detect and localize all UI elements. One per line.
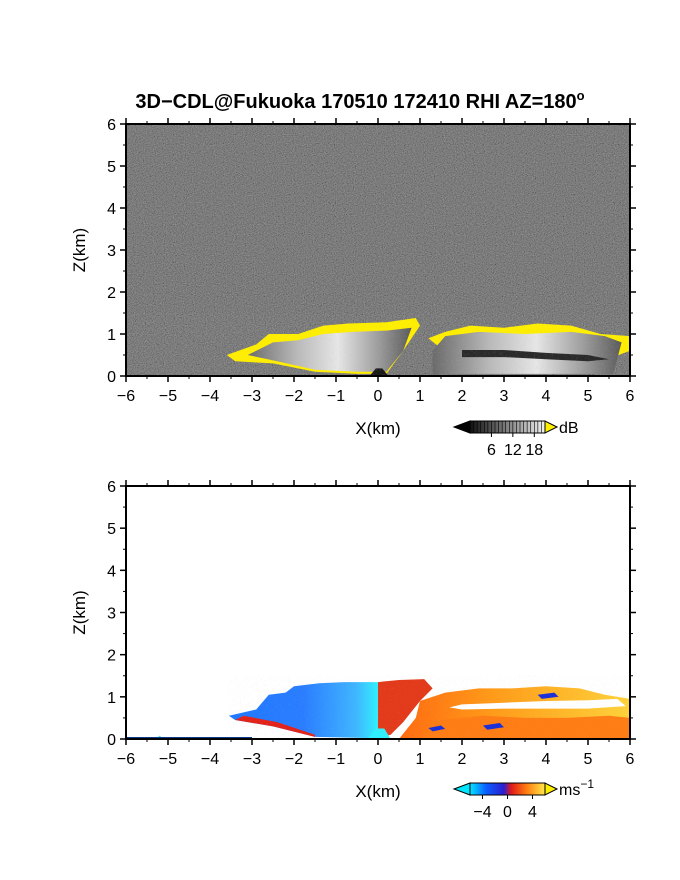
x-tick-label: 4: [542, 388, 551, 405]
x-tick-label: −1: [327, 751, 345, 768]
x-tick-label: 0: [374, 388, 383, 405]
x-tick-label: 1: [416, 388, 425, 405]
x-tick-label: −3: [243, 751, 261, 768]
colorbar-bar: [469, 782, 546, 796]
y-tick-label: 1: [107, 690, 116, 707]
y-tick-label: 5: [107, 521, 116, 538]
colorbar-tick-label: 6: [487, 442, 496, 459]
snr-echo-layer: [126, 313, 630, 376]
colorbar-over-arrow: [544, 420, 559, 434]
y-tick-label: 3: [107, 243, 116, 260]
x-tick-label: −6: [117, 751, 135, 768]
colorbar-unit-text: dB: [559, 420, 579, 437]
colorbar-tick-label: 0: [503, 804, 512, 821]
colorbar-tick-label: 18: [525, 442, 543, 459]
colorbar-unit-text: ms: [559, 782, 580, 799]
x-tick-label: 3: [500, 388, 509, 405]
colorbar-tick-label: 4: [528, 804, 537, 821]
snr-colorbar: dB 6 12 18: [452, 420, 579, 459]
x-tick-label: 0: [374, 751, 383, 768]
x-tick-label: −3: [243, 388, 261, 405]
y-tick-label: 0: [107, 369, 116, 386]
colorbar-over-arrow: [544, 782, 559, 796]
velocity-ylabel: Z(km): [70, 590, 89, 634]
colorbar-unit: ms−1: [559, 777, 594, 799]
x-tick-label: −5: [159, 751, 177, 768]
x-tick-label: −2: [285, 388, 303, 405]
colorbar-under-arrow: [452, 420, 471, 434]
x-tick-label: −1: [327, 388, 345, 405]
y-tick-label: 6: [107, 479, 116, 496]
y-tick-label: 2: [107, 285, 116, 302]
velocity-colorbar: ms−1 −4 0 4: [452, 777, 594, 821]
velocity-xlabel: X(km): [355, 782, 400, 801]
chart-title-main: 3D−CDL@Fukuoka 170510 172410 RHI AZ=180: [135, 91, 576, 113]
x-tick-label: 6: [626, 388, 635, 405]
x-tick-label: 4: [542, 751, 551, 768]
colorbar-under-arrow: [452, 782, 471, 796]
velocity-speckle: [226, 675, 630, 739]
snr-xlabel: X(km): [355, 419, 400, 438]
x-tick-label: 5: [584, 751, 593, 768]
y-tick-label: 4: [107, 201, 116, 218]
chart-title-sup: o: [577, 88, 585, 103]
y-tick-label: 4: [107, 563, 116, 580]
colorbar-tick-label: −4: [473, 804, 491, 821]
velocity-axes: −6 −5 −4 −3 −2 −1 0 1 2 3 4 5 6 0 1 2 3 4 5 6: [107, 479, 636, 768]
colorbar-tick-label: 12: [504, 442, 522, 459]
snr-axes: −6 −5 −4 −3 −2 −1 0 1 2 3 4 5 6 0 1 2 3 4 5 6: [107, 117, 636, 405]
x-tick-label: 2: [458, 388, 467, 405]
x-tick-label: 3: [500, 751, 509, 768]
x-tick-label: 2: [458, 751, 467, 768]
x-tick-label: −2: [285, 751, 303, 768]
chart-title: 3D−CDL@Fukuoka 170510 172410 RHI AZ=180o: [135, 88, 584, 113]
y-tick-label: 1: [107, 327, 116, 344]
colorbar-unit-sup: −1: [580, 777, 594, 791]
x-tick-label: −4: [201, 751, 219, 768]
x-tick-label: −6: [117, 388, 135, 405]
colorbar-bar: [469, 420, 546, 434]
x-tick-label: −4: [201, 388, 219, 405]
velocity-echo-layer: [126, 675, 630, 739]
colorbar-unit: dB: [559, 420, 579, 437]
x-tick-label: 1: [416, 751, 425, 768]
x-tick-label: 5: [584, 388, 593, 405]
snr-speckle: [126, 313, 630, 376]
y-tick-label: 5: [107, 159, 116, 176]
velocity-panel: −6 −5 −4 −3 −2 −1 0 1 2 3 4 5 6 0 1 2 3 4 5 6 X(km) Z(km) m…: [70, 479, 636, 821]
x-tick-label: 6: [626, 751, 635, 768]
snr-ylabel: Z(km): [70, 228, 89, 272]
y-tick-label: 0: [107, 732, 116, 749]
y-tick-label: 6: [107, 117, 116, 134]
y-tick-label: 3: [107, 606, 116, 623]
y-tick-label: 2: [107, 648, 116, 665]
x-tick-label: −5: [159, 388, 177, 405]
